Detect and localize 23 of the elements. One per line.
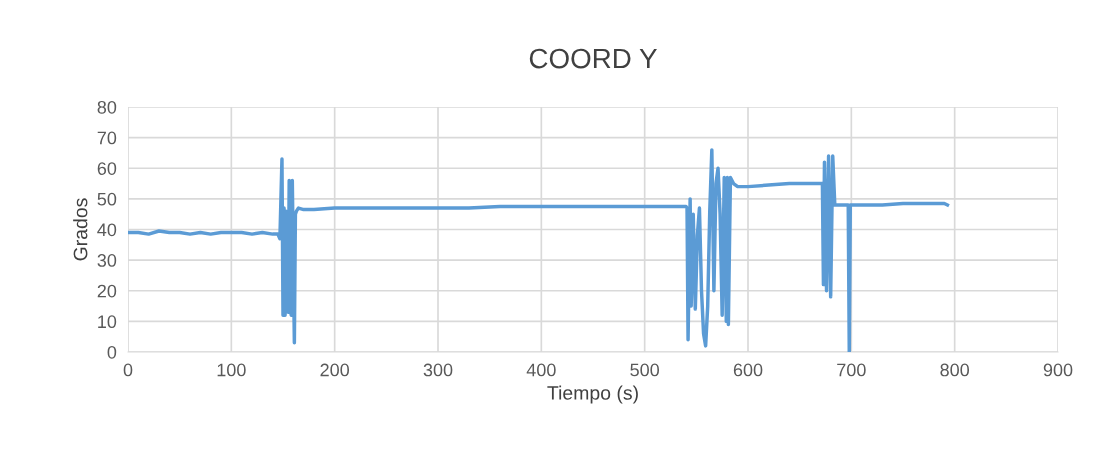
y-tick-label: 60 [97, 162, 117, 175]
x-tick-label: 800 [940, 363, 970, 377]
x-tick-label: 0 [123, 363, 133, 377]
y-tick-label: 30 [97, 254, 117, 267]
y-tick-label: 40 [97, 223, 117, 237]
y-tick-label: 80 [97, 100, 117, 114]
x-tick-label: 300 [423, 363, 453, 377]
x-tick-label: 700 [837, 363, 866, 377]
chart-title: COORD Y [529, 48, 657, 69]
y-tick-label: 10 [98, 315, 117, 329]
y-tick-label: 70 [97, 131, 117, 145]
x-tick-label: 500 [630, 363, 660, 377]
y-tick-label: 20 [97, 284, 117, 298]
line-series [128, 148, 950, 352]
x-axis-title: Tiempo (s) [547, 385, 638, 404]
x-tick-label: 200 [320, 363, 350, 377]
x-tick-label: 100 [217, 363, 246, 377]
y-tick-label: 50 [97, 192, 117, 206]
y-axis-title: Grados [73, 198, 88, 261]
x-tick-label: 400 [526, 363, 556, 377]
y-tick-label: 0 [107, 345, 117, 359]
x-tick-label: 600 [733, 363, 763, 377]
x-tick-label: 900 [1043, 363, 1073, 377]
